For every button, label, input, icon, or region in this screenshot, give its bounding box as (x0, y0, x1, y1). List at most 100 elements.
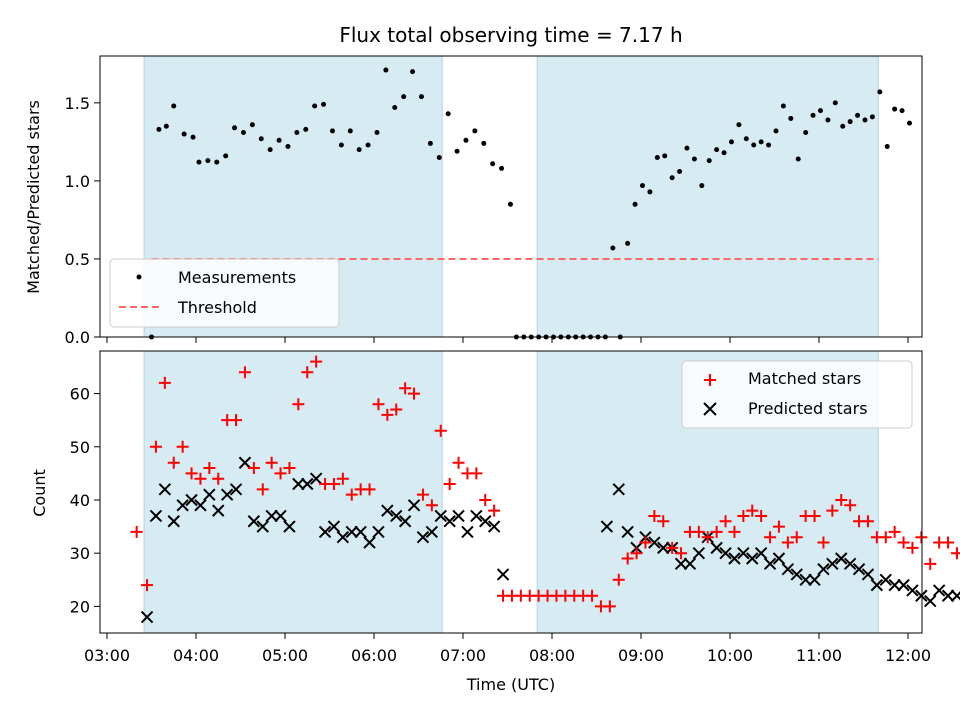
matched-stars-point (301, 366, 314, 379)
predicted-stars-point (915, 589, 928, 602)
predicted-stars-point (870, 578, 884, 592)
predicted-stars-point (381, 504, 394, 517)
legend-predicted-label: Predicted stars (748, 399, 868, 418)
matched-stars-point (603, 600, 616, 613)
measurement-point (312, 103, 318, 109)
predicted-stars-point (443, 515, 456, 528)
predicted-stars-point (728, 552, 741, 565)
x-tick-label: 10:00 (707, 646, 753, 665)
predicted-stars-point (657, 541, 670, 555)
predicted-stars-point (283, 520, 296, 533)
measurement-point (736, 122, 742, 128)
predicted-stars-point (345, 525, 358, 539)
predicted-stars-point (835, 552, 848, 565)
predicted-stars-point (763, 557, 777, 571)
measurement-point (276, 137, 282, 143)
predicted-stars-point (158, 483, 172, 496)
measurements-points (149, 67, 912, 340)
matched-stars-point (950, 547, 960, 560)
legend-matched-marker (704, 374, 716, 386)
predicted-stars-point (600, 520, 614, 533)
observing-window-band (143, 350, 443, 634)
matched-stars-point (212, 472, 225, 485)
predicted-stars-point (781, 562, 795, 576)
predicted-stars-point (897, 578, 910, 592)
predicted-stars-point (719, 546, 732, 560)
top-axes-frame (99, 55, 923, 338)
matched-stars-point (835, 493, 848, 506)
predicted-stars-point (416, 531, 430, 544)
legend-threshold-label: Threshold (177, 298, 257, 317)
predicted-stars-point (496, 568, 510, 581)
measurement-point (258, 136, 264, 142)
matched-stars-point (701, 531, 714, 544)
predicted-stars-point (176, 499, 189, 512)
matched-stars-point (399, 382, 412, 395)
matched-stars-point (737, 509, 750, 522)
predicted-stars-point (247, 515, 261, 528)
measurement-point (669, 175, 675, 181)
predicted-stars-point (852, 562, 866, 576)
measurement-point (472, 128, 478, 134)
measurement-point (714, 147, 720, 153)
predicted-stars-point (390, 509, 403, 523)
matched-stars-point (452, 456, 465, 469)
measurement-point (427, 140, 433, 146)
measurement-point (163, 123, 169, 129)
measurement-point (454, 148, 460, 154)
predicted-stars-point (692, 546, 706, 560)
measurement-point (639, 183, 645, 189)
measurement-point (869, 114, 875, 120)
measurement-point (766, 142, 772, 148)
matched-stars-point (292, 398, 305, 411)
observing-window-band (536, 55, 879, 338)
matched-stars-point (238, 366, 251, 379)
measurement-point (899, 108, 905, 114)
matched-stars-point (648, 509, 661, 522)
matched-stars-point (167, 456, 180, 469)
measurement-point (906, 120, 912, 126)
matched-stars-point (879, 531, 892, 544)
predicted-stars-point (301, 477, 314, 491)
predicted-stars-point (879, 573, 892, 586)
matched-stars-point (425, 499, 438, 512)
measurement-point (625, 240, 631, 246)
predicted-stars-point (737, 546, 750, 560)
matched-stars-point (586, 589, 599, 602)
predicted-stars-point (612, 483, 625, 496)
predicted-stars-point (212, 504, 225, 517)
bottom-legend-box (681, 360, 913, 429)
measurement-point (240, 129, 246, 135)
matched-stars-point (808, 509, 821, 522)
matched-stars-point (443, 478, 456, 491)
matched-stars-point (158, 376, 171, 389)
predicted-stars-point (621, 525, 634, 539)
measurement-point (817, 108, 823, 114)
matched-stars-point (256, 483, 269, 496)
matched-stars-point (844, 499, 857, 512)
matched-stars-point (915, 531, 928, 544)
measurement-point (401, 94, 407, 100)
predicted-stars-point (861, 568, 875, 581)
measurement-point (699, 183, 705, 189)
measurement-point (825, 117, 831, 123)
top-panel: 0.0 0.5 1.0 1.5 Matched/Predicted stars Mea… (24, 55, 923, 347)
matched-stars-point (470, 467, 483, 480)
matched-stars-point (861, 515, 874, 528)
predicted-stars-point (941, 589, 955, 602)
predicted-stars-point (425, 525, 439, 539)
matched-stars-point (176, 440, 189, 453)
measurement-point (383, 67, 389, 73)
y-tick-label: 20 (70, 597, 90, 616)
matched-stars-point (755, 509, 768, 522)
matched-stars-point (327, 478, 340, 491)
y-tick-label: 1.0 (65, 172, 90, 191)
x-tick-label: 07:00 (440, 646, 486, 665)
measurement-point (171, 103, 177, 109)
x-tick-label: 11:00 (796, 646, 842, 665)
bottom-legend: Matched stars Predicted stars (681, 360, 913, 429)
matched-stars-point (265, 456, 278, 469)
matched-stars-point (274, 467, 287, 480)
matched-stars-point (817, 536, 830, 549)
measurement-point (436, 154, 442, 160)
